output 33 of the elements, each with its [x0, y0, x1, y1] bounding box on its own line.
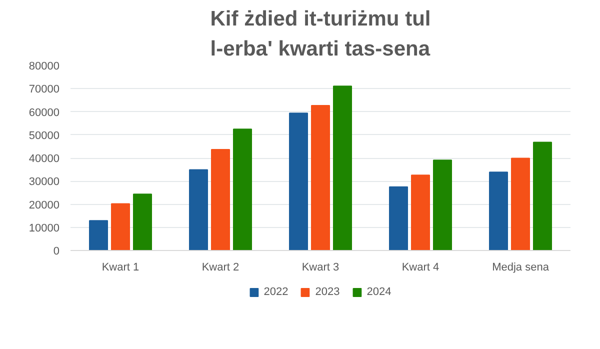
- y-tick-label: 50000: [28, 130, 60, 142]
- bar: [89, 220, 108, 250]
- bar: [511, 158, 530, 250]
- y-tick-label: 0: [53, 246, 60, 258]
- bar: [233, 128, 252, 250]
- bar: [389, 186, 408, 250]
- x-tick-label: Medja sena: [492, 262, 550, 274]
- legend-label: 2022: [264, 286, 288, 298]
- bar: [289, 112, 308, 250]
- bar: [133, 194, 152, 250]
- y-tick-label: 30000: [28, 176, 60, 188]
- chart-title: Kif żdied it-turiżmu tul l-erba' kwarti tas-sena: [210, 8, 431, 60]
- bar: [433, 160, 452, 250]
- bar: [333, 86, 352, 250]
- x-tick-label: Kwart 4: [402, 262, 440, 274]
- y-tick-label: 80000: [28, 60, 60, 72]
- y-tick-label: 20000: [28, 199, 60, 212]
- x-tick-label: Kwart 3: [302, 262, 340, 274]
- legend-label: 2024: [366, 286, 392, 298]
- x-tick-label: Kwart 1: [102, 262, 140, 274]
- legend-label: 2023: [315, 286, 340, 298]
- y-tick-label: 60000: [28, 106, 60, 119]
- bar: [311, 105, 330, 250]
- y-tick-label: 10000: [28, 222, 60, 234]
- bar: [489, 172, 508, 250]
- bar: [411, 174, 430, 250]
- x-tick-label: Kwart 2: [202, 262, 240, 274]
- bar: [189, 169, 208, 250]
- y-tick-label: 40000: [28, 153, 60, 165]
- bar: [211, 148, 230, 250]
- bar: [533, 142, 552, 250]
- bar: [111, 203, 130, 250]
- y-tick-label: 70000: [28, 84, 60, 96]
